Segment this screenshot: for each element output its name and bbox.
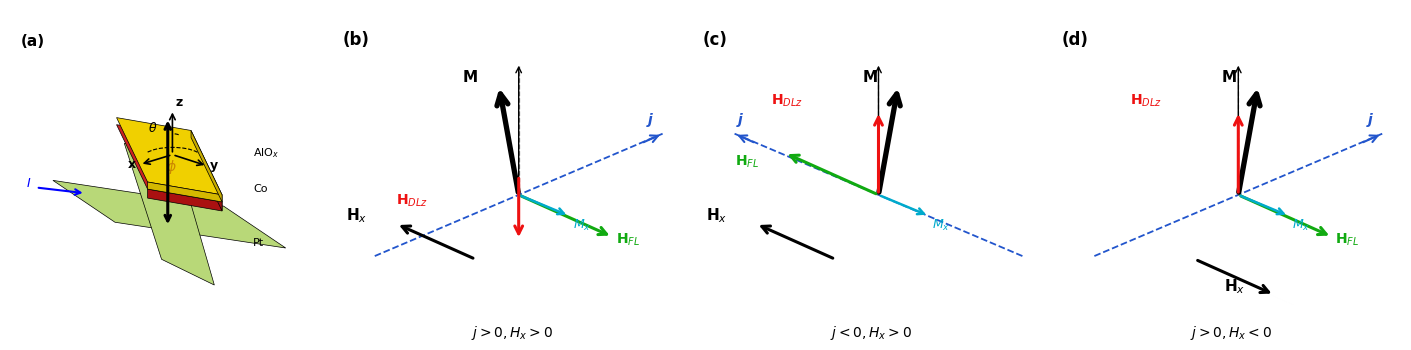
Text: $\mathbf{H}_x$: $\mathbf{H}_x$ xyxy=(346,206,367,225)
Polygon shape xyxy=(117,125,222,202)
Polygon shape xyxy=(190,131,222,202)
Text: (c): (c) xyxy=(703,31,727,49)
Text: (d): (d) xyxy=(1062,31,1089,49)
Text: $\phi$: $\phi$ xyxy=(166,158,176,176)
Text: M: M xyxy=(463,70,478,85)
Text: $j < 0, H_x > 0$: $j < 0, H_x > 0$ xyxy=(831,323,912,342)
Text: (a): (a) xyxy=(20,34,44,49)
Text: M: M xyxy=(862,70,878,85)
Text: I: I xyxy=(27,177,30,190)
Text: $\theta$: $\theta$ xyxy=(148,121,157,135)
Text: $j > 0, H_x > 0$: $j > 0, H_x > 0$ xyxy=(471,323,552,342)
Text: $\mathbf{H}_{FL}$: $\mathbf{H}_{FL}$ xyxy=(1335,231,1360,247)
Polygon shape xyxy=(190,138,222,211)
Text: $\mathbf{H}_{FL}$: $\mathbf{H}_{FL}$ xyxy=(615,231,641,247)
Text: $\mathbf{H}_{DLz}$: $\mathbf{H}_{DLz}$ xyxy=(1130,93,1163,109)
Text: $M_x$: $M_x$ xyxy=(933,218,951,233)
Text: j: j xyxy=(738,113,744,127)
Text: (b): (b) xyxy=(343,31,370,49)
Text: M: M xyxy=(1222,70,1237,85)
Polygon shape xyxy=(54,180,285,248)
Text: Pt: Pt xyxy=(253,238,264,248)
Text: Co: Co xyxy=(253,184,268,194)
Text: $\mathbf{H}_x$: $\mathbf{H}_x$ xyxy=(706,206,727,225)
Text: z: z xyxy=(175,96,183,109)
Text: $\mathbf{H}_{FL}$: $\mathbf{H}_{FL}$ xyxy=(735,154,759,170)
Text: j: j xyxy=(648,113,653,127)
Polygon shape xyxy=(117,118,222,195)
Text: x: x xyxy=(127,158,135,171)
Text: AlO$_x$: AlO$_x$ xyxy=(253,146,279,160)
Text: y: y xyxy=(210,159,219,172)
Polygon shape xyxy=(124,144,214,285)
Text: j: j xyxy=(1367,113,1373,127)
Text: $\mathbf{H}_{DLz}$: $\mathbf{H}_{DLz}$ xyxy=(396,193,429,209)
Text: $j > 0, H_x < 0$: $j > 0, H_x < 0$ xyxy=(1191,323,1271,342)
Text: $M_x$: $M_x$ xyxy=(573,218,591,233)
Polygon shape xyxy=(148,182,222,202)
Text: $M_x$: $M_x$ xyxy=(1292,218,1311,233)
Text: $\mathbf{H}_x$: $\mathbf{H}_x$ xyxy=(1223,278,1245,296)
Polygon shape xyxy=(148,189,222,211)
Text: $\mathbf{H}_{DLz}$: $\mathbf{H}_{DLz}$ xyxy=(770,93,803,109)
